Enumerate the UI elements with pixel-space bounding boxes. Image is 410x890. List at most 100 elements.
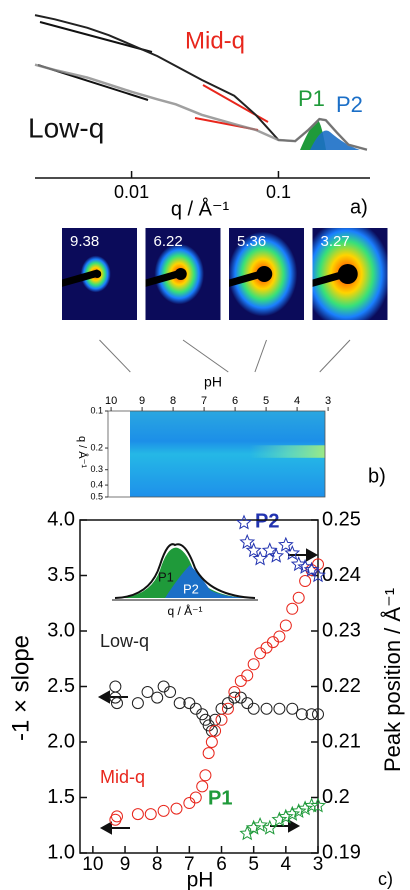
beam-center (337, 264, 358, 284)
circle-point (209, 724, 222, 737)
star-point (297, 800, 314, 816)
circle-point (189, 702, 202, 715)
circle-point (144, 808, 157, 821)
x-tick-label: 4 (281, 854, 292, 875)
circle-point (286, 702, 299, 715)
connector (319, 339, 351, 373)
x-tick-label: 0.1 (266, 182, 291, 202)
connector (254, 339, 267, 373)
circle-point (110, 697, 123, 710)
circle-point (247, 658, 260, 671)
circle-point (247, 702, 260, 715)
star-point (245, 819, 262, 835)
circle-point (157, 804, 170, 817)
circle-point (189, 791, 202, 804)
y-tick-label: 0.5 (90, 491, 103, 501)
circle-point (164, 686, 177, 699)
circle-point (228, 691, 241, 704)
circle-point (157, 680, 170, 693)
y-tick-label: 4.0 (47, 508, 75, 530)
star-point (239, 825, 256, 841)
star-point (310, 567, 326, 583)
circle-point (299, 575, 312, 588)
star-point (290, 803, 307, 819)
y-tick-label: 0.2 (90, 442, 103, 452)
circle-point (196, 780, 209, 793)
y-tick-label: 3.5 (47, 564, 75, 586)
connector (182, 339, 229, 373)
annotation: P1 (298, 86, 325, 111)
inset-label: P1 (158, 569, 174, 584)
circle-point (205, 736, 218, 748)
star-point (297, 558, 314, 574)
heatmap-frame (107, 410, 326, 498)
star-point (303, 797, 320, 813)
x-axis-label: pH (204, 374, 222, 390)
circle-point (254, 647, 267, 660)
circle-point (266, 636, 279, 649)
image-label: 9.38 (70, 233, 99, 250)
beam-stop (145, 269, 185, 287)
y-tick-label: 3.0 (47, 619, 75, 641)
inset-label: P2 (183, 581, 199, 596)
x-tick-label: 3 (325, 395, 331, 407)
inset-p2 (165, 565, 255, 598)
star-point (277, 808, 294, 824)
star-point (271, 811, 288, 827)
x-tick-label: 5 (263, 395, 269, 407)
x-tick-label: 5 (248, 854, 259, 875)
y-axis-label: q / Å⁻¹ (76, 436, 89, 468)
circle-point (199, 769, 212, 782)
inset-curve (114, 543, 256, 599)
circle-point (202, 747, 215, 760)
beam-stop (62, 269, 101, 287)
annotation: Mid-q (185, 27, 245, 54)
circle-point (183, 797, 196, 810)
star-point (284, 544, 301, 561)
y2-axis-label: Peak position / Å⁻¹ (380, 588, 405, 772)
beam-center (256, 266, 273, 282)
series-label: P2 (255, 510, 279, 532)
circle-point (273, 702, 286, 715)
circle-point (110, 810, 123, 823)
circle-point (215, 713, 228, 726)
star-point (310, 797, 326, 813)
y2-tick-label: 0.22 (322, 675, 361, 697)
circle-point (241, 697, 254, 710)
x-tick-label: 9 (120, 854, 131, 875)
x-tick-label: 3 (313, 854, 324, 875)
panel-label: b) (368, 465, 386, 487)
x-tick-label: 10 (105, 395, 117, 407)
circle-point (109, 680, 122, 693)
y2-tick-label: 0.19 (322, 841, 361, 863)
x-axis-label: q / Å⁻¹ (171, 197, 230, 220)
y-tick-label: 2.0 (47, 730, 75, 752)
plot-frame (79, 519, 319, 854)
image-label: 3.27 (321, 233, 350, 250)
circle-point (141, 686, 154, 699)
circle-point (234, 691, 247, 704)
annotation: Low-q (28, 112, 104, 143)
circle-point (241, 669, 254, 682)
series-label: P1 (208, 787, 232, 809)
circle-point (196, 708, 209, 721)
circle-point (109, 691, 122, 704)
circle-point (286, 602, 299, 615)
circle-point (260, 641, 273, 654)
x-tick-label: 8 (170, 395, 176, 407)
y-tick-label: 1.0 (47, 841, 75, 863)
circle-point (295, 708, 308, 721)
x-tick-label: 0.01 (114, 182, 149, 202)
star-point (277, 536, 294, 552)
beam-center (174, 268, 187, 280)
circle-point (221, 702, 234, 715)
y2-tick-label: 0.2 (322, 786, 350, 808)
y2-tick-label: 0.23 (322, 619, 361, 641)
series-label: Low-q (100, 631, 149, 651)
circle-point (279, 619, 292, 632)
circle-point (199, 713, 212, 726)
circle-point (312, 708, 324, 721)
beam-center (93, 270, 102, 278)
annotation: P2 (336, 92, 363, 117)
